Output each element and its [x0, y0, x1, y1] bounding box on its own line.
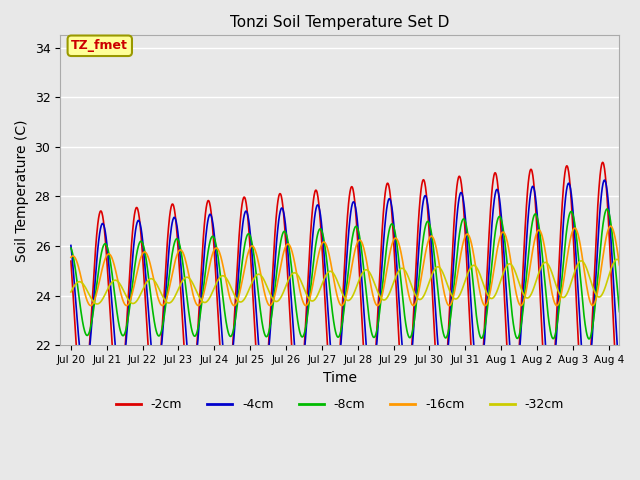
Title: Tonzi Soil Temperature Set D: Tonzi Soil Temperature Set D: [230, 15, 449, 30]
X-axis label: Time: Time: [323, 371, 356, 384]
Text: TZ_fmet: TZ_fmet: [71, 39, 128, 52]
Y-axis label: Soil Temperature (C): Soil Temperature (C): [15, 119, 29, 262]
Legend: -2cm, -4cm, -8cm, -16cm, -32cm: -2cm, -4cm, -8cm, -16cm, -32cm: [111, 394, 569, 417]
